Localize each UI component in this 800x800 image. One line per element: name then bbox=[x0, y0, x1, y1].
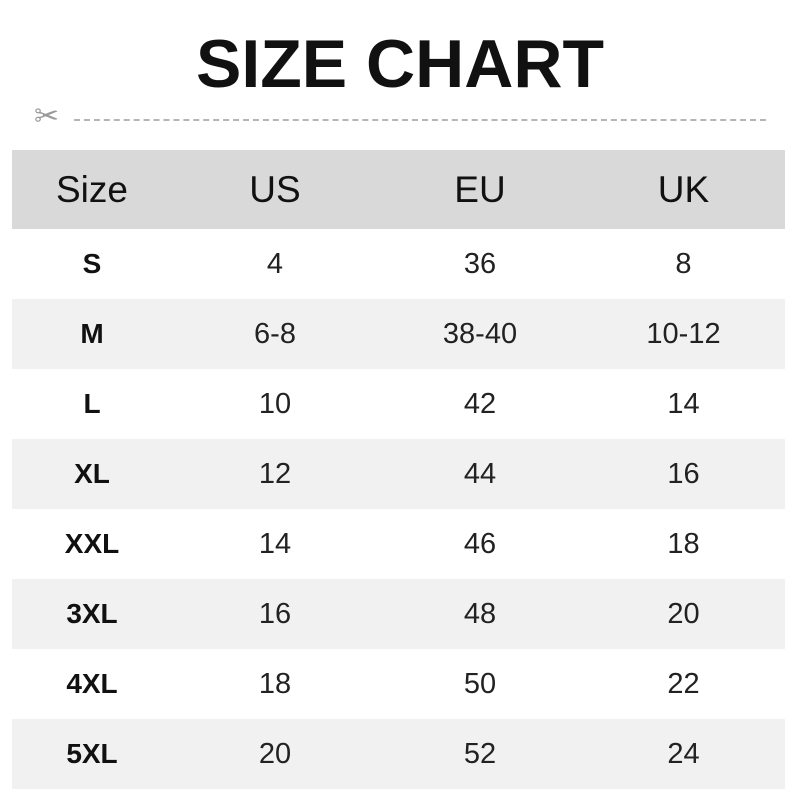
table-header: Size US EU UK bbox=[12, 150, 785, 229]
header-uk: UK bbox=[657, 168, 710, 210]
cell-eu: 36 bbox=[463, 247, 497, 280]
header-size: Size bbox=[56, 168, 128, 210]
cell-eu: 44 bbox=[463, 457, 497, 490]
cell-eu: 50 bbox=[463, 667, 497, 700]
cell-us: 14 bbox=[258, 527, 292, 560]
cell-uk: 18 bbox=[667, 527, 700, 560]
table-row: L 10 42 14 bbox=[12, 369, 785, 439]
cell-size: 3XL bbox=[66, 598, 118, 629]
cell-eu: 42 bbox=[463, 387, 497, 420]
cell-us: 20 bbox=[258, 737, 292, 770]
cell-uk: 24 bbox=[667, 737, 700, 770]
cell-us: 4 bbox=[266, 247, 284, 280]
table-row: 5XL 20 52 24 bbox=[12, 719, 785, 789]
cell-eu: 46 bbox=[463, 527, 497, 560]
table-row: XL 12 44 16 bbox=[12, 439, 785, 509]
page-title: SIZE CHART bbox=[196, 26, 604, 102]
cell-uk: 10-12 bbox=[646, 317, 721, 350]
cell-eu: 48 bbox=[463, 597, 497, 630]
cell-size: 4XL bbox=[66, 668, 118, 699]
cell-uk: 22 bbox=[667, 667, 700, 700]
cell-size: 5XL bbox=[66, 738, 118, 769]
table-row: 4XL 18 50 22 bbox=[12, 649, 785, 719]
cell-us: 16 bbox=[258, 597, 292, 630]
cell-eu: 52 bbox=[463, 737, 497, 770]
header-us: US bbox=[249, 168, 301, 210]
table-row: S 4 36 8 bbox=[12, 229, 785, 299]
cell-uk: 14 bbox=[667, 387, 700, 420]
cell-size: M bbox=[80, 318, 104, 349]
cell-size: L bbox=[83, 388, 101, 419]
cell-uk: 20 bbox=[667, 597, 700, 630]
size-table: Size US EU UK S 4 36 8 M 6-8 38-40 10-12 L 10 42 14… bbox=[12, 150, 785, 789]
cell-eu: 38-40 bbox=[442, 317, 518, 350]
cell-size: XXL bbox=[64, 528, 120, 559]
table-row: M 6-8 38-40 10-12 bbox=[12, 299, 785, 369]
cell-size: S bbox=[82, 248, 102, 279]
cut-line-divider: ✂ bbox=[34, 102, 774, 132]
cell-size: XL bbox=[74, 458, 110, 489]
cell-us: 18 bbox=[258, 667, 292, 700]
cell-us: 12 bbox=[258, 457, 292, 490]
cell-uk: 8 bbox=[675, 247, 692, 280]
cell-us: 10 bbox=[258, 387, 292, 420]
table-row: 3XL 16 48 20 bbox=[12, 579, 785, 649]
scissors-icon: ✂ bbox=[34, 100, 60, 133]
cell-us: 6-8 bbox=[254, 317, 296, 350]
cell-uk: 16 bbox=[667, 457, 700, 490]
dashed-line bbox=[74, 119, 766, 121]
header-eu: EU bbox=[454, 168, 506, 210]
table-row: XXL 14 46 18 bbox=[12, 509, 785, 579]
